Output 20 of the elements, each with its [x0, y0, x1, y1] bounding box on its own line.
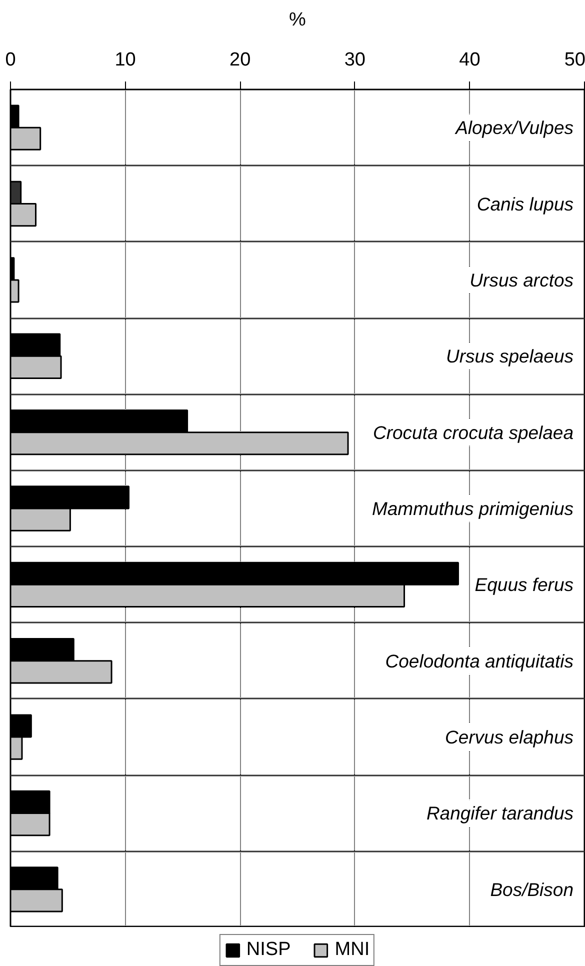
- y-tick-label: Bos/Bison: [490, 878, 574, 900]
- y-tick-label: Ursus arctos: [470, 269, 574, 290]
- x-tick-label: 0: [5, 50, 16, 70]
- y-tick-label: Equus ferus: [474, 574, 574, 596]
- x-tick-label: 40: [459, 50, 480, 70]
- y-tick-label: Ursus spelaeus: [446, 346, 574, 367]
- legend-label: MNI: [334, 939, 370, 961]
- y-tick-label: Coelodonta antiquitatis: [385, 650, 574, 672]
- x-tick-label: 20: [230, 50, 251, 70]
- y-tick-label: Canis lupus: [476, 193, 574, 214]
- y-tick-label: Cervus elaphus: [444, 726, 574, 748]
- y-tick-label: Rangifer tarandus: [426, 802, 574, 824]
- x-tick-label: 10: [114, 50, 136, 70]
- y-tick-label: Alopex/Vulpes: [454, 117, 574, 138]
- y-tick-label: Crocuta crocuta spelaea: [372, 422, 574, 443]
- x-tick-label: 50: [564, 50, 585, 70]
- x-tick-label: 30: [344, 50, 366, 70]
- x-axis-title: %: [289, 10, 306, 30]
- legend-label: NISP: [246, 939, 291, 961]
- y-tick-label: Mammuthus primigenius: [372, 498, 574, 519]
